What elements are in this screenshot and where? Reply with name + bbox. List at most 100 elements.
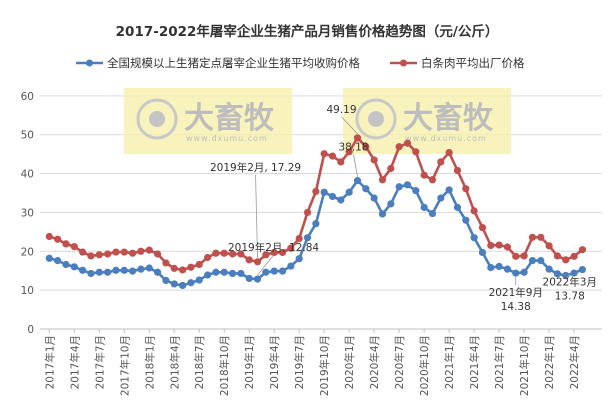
data-point[interactable] xyxy=(278,248,287,257)
data-point[interactable] xyxy=(420,203,428,211)
data-point[interactable] xyxy=(212,268,220,276)
data-point[interactable] xyxy=(537,257,545,265)
data-point[interactable] xyxy=(203,271,212,279)
data-point[interactable] xyxy=(403,181,412,189)
data-point[interactable] xyxy=(237,269,245,278)
data-point[interactable] xyxy=(412,187,420,195)
data-point[interactable] xyxy=(145,264,153,272)
data-point[interactable] xyxy=(162,259,170,267)
data-point[interactable] xyxy=(262,251,270,259)
data-point[interactable] xyxy=(328,192,337,201)
data-point[interactable] xyxy=(137,247,145,255)
data-point[interactable] xyxy=(112,266,120,274)
data-point[interactable] xyxy=(337,196,345,204)
data-point[interactable] xyxy=(403,139,412,147)
data-point[interactable] xyxy=(378,176,387,184)
data-point[interactable] xyxy=(420,171,428,179)
data-point[interactable] xyxy=(337,158,345,166)
data-point[interactable] xyxy=(528,233,537,241)
data-point[interactable] xyxy=(287,244,295,252)
data-point[interactable] xyxy=(328,152,337,160)
data-point[interactable] xyxy=(253,275,262,283)
data-point[interactable] xyxy=(170,280,178,288)
data-point[interactable] xyxy=(395,183,403,191)
data-point[interactable] xyxy=(303,234,312,242)
data-point[interactable] xyxy=(437,158,445,166)
data-point[interactable] xyxy=(228,269,237,278)
data-point[interactable] xyxy=(437,194,445,202)
data-point[interactable] xyxy=(54,235,62,243)
data-point[interactable] xyxy=(104,250,112,258)
data-point[interactable] xyxy=(470,207,478,215)
data-point[interactable] xyxy=(253,258,262,266)
data-point[interactable] xyxy=(462,185,470,193)
data-point[interactable] xyxy=(537,233,545,241)
data-point[interactable] xyxy=(95,251,103,259)
data-point[interactable] xyxy=(187,263,195,271)
data-point[interactable] xyxy=(45,254,53,262)
data-point[interactable] xyxy=(270,248,278,257)
data-point[interactable] xyxy=(79,266,87,274)
data-point[interactable] xyxy=(545,265,553,273)
data-point[interactable] xyxy=(228,250,237,258)
data-point[interactable] xyxy=(120,248,128,256)
data-point[interactable] xyxy=(353,177,362,185)
data-point[interactable] xyxy=(487,264,495,272)
data-point[interactable] xyxy=(445,148,453,157)
data-point[interactable] xyxy=(212,249,220,257)
data-point[interactable] xyxy=(237,250,245,258)
data-point[interactable] xyxy=(353,134,362,142)
data-point[interactable] xyxy=(553,270,562,278)
data-point[interactable] xyxy=(387,164,395,173)
data-point[interactable] xyxy=(62,260,70,269)
data-point[interactable] xyxy=(470,234,478,242)
data-point[interactable] xyxy=(395,143,403,151)
data-point[interactable] xyxy=(195,276,203,284)
data-point[interactable] xyxy=(345,148,353,156)
data-point[interactable] xyxy=(137,265,145,273)
data-point[interactable] xyxy=(520,268,528,276)
legend-item-wholesale-price[interactable]: 白条肉平均出厂价格 xyxy=(390,56,525,70)
data-point[interactable] xyxy=(495,262,503,271)
data-point[interactable] xyxy=(412,148,420,156)
data-point[interactable] xyxy=(129,249,137,257)
data-point[interactable] xyxy=(262,268,270,276)
data-point[interactable] xyxy=(528,257,537,265)
data-point[interactable] xyxy=(570,269,578,277)
data-point[interactable] xyxy=(162,276,170,285)
data-point[interactable] xyxy=(478,223,487,232)
data-point[interactable] xyxy=(303,208,312,217)
data-point[interactable] xyxy=(320,188,328,196)
data-point[interactable] xyxy=(345,188,353,196)
data-point[interactable] xyxy=(462,216,470,224)
data-point[interactable] xyxy=(370,156,378,164)
data-point[interactable] xyxy=(512,269,520,277)
data-point[interactable] xyxy=(428,176,437,184)
data-point[interactable] xyxy=(362,185,370,193)
data-point[interactable] xyxy=(153,250,162,258)
data-point[interactable] xyxy=(187,279,195,287)
data-point[interactable] xyxy=(445,186,453,194)
data-point[interactable] xyxy=(87,269,95,278)
data-point[interactable] xyxy=(520,252,528,260)
data-point[interactable] xyxy=(145,246,153,254)
data-point[interactable] xyxy=(453,166,462,175)
data-point[interactable] xyxy=(295,255,303,263)
data-point[interactable] xyxy=(104,268,112,276)
data-point[interactable] xyxy=(295,234,303,243)
data-point[interactable] xyxy=(578,246,587,254)
data-point[interactable] xyxy=(370,194,378,202)
legend-item-purchase-price[interactable]: 全国规模以上生猪定点屠宰企业生猪平均收购价格 xyxy=(76,56,360,70)
data-point[interactable] xyxy=(387,200,395,208)
data-point[interactable] xyxy=(203,253,212,262)
data-point[interactable] xyxy=(503,265,512,273)
data-point[interactable] xyxy=(378,210,387,218)
data-point[interactable] xyxy=(495,241,503,249)
data-point[interactable] xyxy=(428,209,437,218)
data-point[interactable] xyxy=(70,243,78,251)
data-point[interactable] xyxy=(178,266,187,274)
data-point[interactable] xyxy=(362,143,370,151)
data-point[interactable] xyxy=(120,266,128,274)
data-point[interactable] xyxy=(453,203,462,211)
data-point[interactable] xyxy=(70,263,78,271)
